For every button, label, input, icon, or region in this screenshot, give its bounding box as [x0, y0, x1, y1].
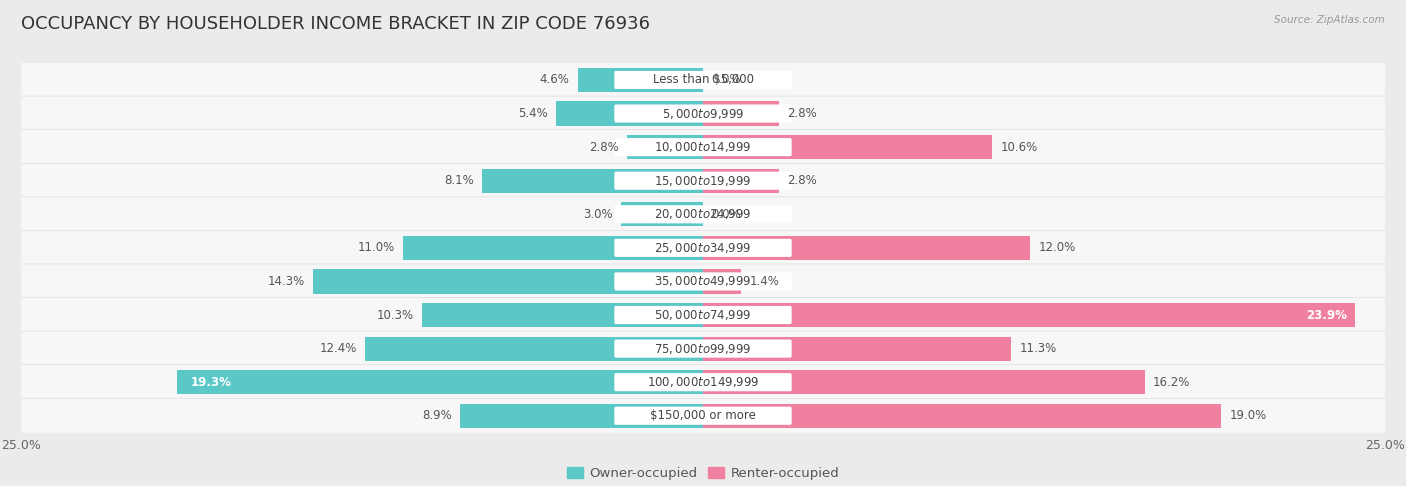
Text: Source: ZipAtlas.com: Source: ZipAtlas.com	[1274, 15, 1385, 25]
FancyBboxPatch shape	[614, 272, 792, 291]
Text: $10,000 to $14,999: $10,000 to $14,999	[654, 140, 752, 154]
Text: $100,000 to $149,999: $100,000 to $149,999	[647, 375, 759, 389]
Bar	[703, 336, 1011, 361]
Text: 2.8%: 2.8%	[787, 107, 817, 120]
FancyBboxPatch shape	[614, 172, 792, 190]
Text: 23.9%: 23.9%	[1306, 309, 1347, 322]
Bar	[578, 68, 703, 92]
FancyBboxPatch shape	[614, 340, 792, 358]
Text: 1.4%: 1.4%	[749, 275, 779, 288]
FancyBboxPatch shape	[0, 399, 1406, 433]
FancyBboxPatch shape	[0, 331, 1406, 366]
Text: $50,000 to $74,999: $50,000 to $74,999	[654, 308, 752, 322]
FancyBboxPatch shape	[0, 364, 1406, 399]
Bar	[364, 336, 703, 361]
Text: $75,000 to $99,999: $75,000 to $99,999	[654, 342, 752, 356]
Text: 8.1%: 8.1%	[444, 174, 474, 187]
FancyBboxPatch shape	[614, 71, 792, 89]
Bar	[482, 169, 703, 193]
FancyBboxPatch shape	[0, 130, 1406, 165]
Text: $5,000 to $9,999: $5,000 to $9,999	[662, 106, 744, 121]
FancyBboxPatch shape	[0, 230, 1406, 265]
Text: 16.2%: 16.2%	[1153, 376, 1191, 389]
FancyBboxPatch shape	[0, 63, 1406, 97]
Bar	[627, 135, 703, 159]
Text: 14.3%: 14.3%	[267, 275, 305, 288]
FancyBboxPatch shape	[614, 407, 792, 425]
Bar	[404, 236, 703, 260]
FancyBboxPatch shape	[614, 104, 792, 122]
Bar	[703, 102, 779, 126]
Text: 5.4%: 5.4%	[517, 107, 547, 120]
FancyBboxPatch shape	[0, 264, 1406, 299]
Bar	[460, 404, 703, 428]
Text: 3.0%: 3.0%	[583, 208, 613, 221]
FancyBboxPatch shape	[0, 297, 1406, 332]
Bar	[703, 135, 993, 159]
Legend: Owner-occupied, Renter-occupied: Owner-occupied, Renter-occupied	[561, 462, 845, 485]
Text: 4.6%: 4.6%	[540, 73, 569, 87]
Text: 0.0%: 0.0%	[711, 208, 741, 221]
Text: 11.0%: 11.0%	[357, 242, 395, 254]
Text: 12.0%: 12.0%	[1039, 242, 1076, 254]
Text: $15,000 to $19,999: $15,000 to $19,999	[654, 174, 752, 188]
Text: 19.0%: 19.0%	[1229, 409, 1267, 422]
Text: 10.6%: 10.6%	[1000, 140, 1038, 154]
Text: 8.9%: 8.9%	[422, 409, 453, 422]
Text: 2.8%: 2.8%	[589, 140, 619, 154]
FancyBboxPatch shape	[614, 239, 792, 257]
Bar	[177, 370, 703, 394]
Text: $20,000 to $24,999: $20,000 to $24,999	[654, 208, 752, 221]
Text: 10.3%: 10.3%	[377, 309, 413, 322]
Text: 19.3%: 19.3%	[190, 376, 231, 389]
FancyBboxPatch shape	[0, 96, 1406, 131]
Text: $150,000 or more: $150,000 or more	[650, 409, 756, 422]
Bar	[703, 169, 779, 193]
Text: 0.0%: 0.0%	[711, 73, 741, 87]
Bar	[703, 370, 1144, 394]
Bar	[422, 303, 703, 327]
FancyBboxPatch shape	[614, 205, 792, 224]
Bar	[703, 236, 1031, 260]
Text: OCCUPANCY BY HOUSEHOLDER INCOME BRACKET IN ZIP CODE 76936: OCCUPANCY BY HOUSEHOLDER INCOME BRACKET …	[21, 15, 650, 33]
Text: 12.4%: 12.4%	[319, 342, 357, 355]
Text: 11.3%: 11.3%	[1019, 342, 1057, 355]
FancyBboxPatch shape	[0, 197, 1406, 232]
Text: $25,000 to $34,999: $25,000 to $34,999	[654, 241, 752, 255]
Bar	[555, 102, 703, 126]
FancyBboxPatch shape	[614, 373, 792, 391]
Bar	[621, 202, 703, 226]
FancyBboxPatch shape	[614, 306, 792, 324]
Text: 2.8%: 2.8%	[787, 174, 817, 187]
Bar	[703, 303, 1355, 327]
Text: $35,000 to $49,999: $35,000 to $49,999	[654, 275, 752, 288]
Bar	[314, 269, 703, 294]
FancyBboxPatch shape	[0, 163, 1406, 198]
Text: Less than $5,000: Less than $5,000	[652, 73, 754, 87]
Bar	[703, 269, 741, 294]
Bar	[703, 404, 1222, 428]
FancyBboxPatch shape	[614, 138, 792, 156]
